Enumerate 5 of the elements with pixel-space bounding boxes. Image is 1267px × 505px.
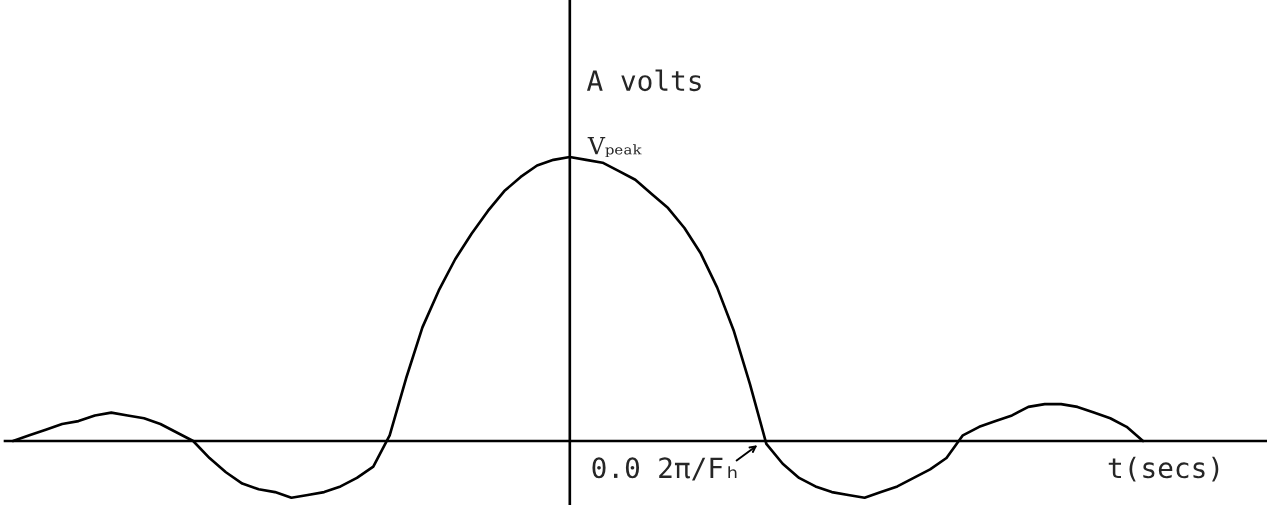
annotation: Vₚₑₐₖ <box>587 137 642 158</box>
x-axis-title: t(secs) <box>1108 456 1219 482</box>
annotation: 2π/Fₕ <box>659 457 737 481</box>
annotation: 0.0 <box>592 457 640 479</box>
y-axis-title: A volts <box>586 69 701 92</box>
